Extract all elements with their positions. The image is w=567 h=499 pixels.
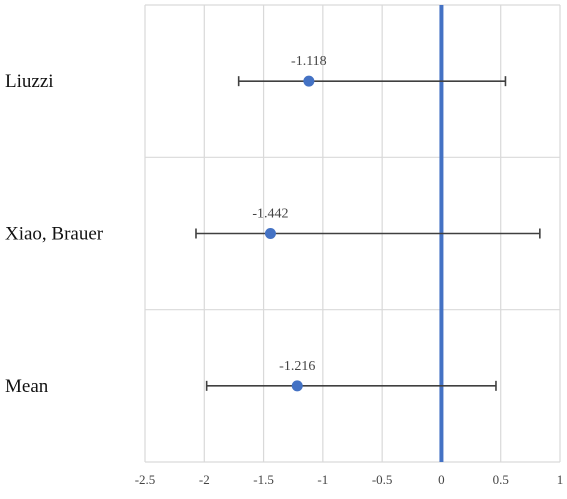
estimate-label: -1.442	[252, 207, 288, 222]
estimate-point	[264, 228, 276, 239]
estimate-point	[303, 75, 315, 87]
x-tick-label: 0.5	[493, 472, 509, 487]
x-tick-label: -0.5	[372, 472, 393, 487]
x-tick-label: -2	[199, 472, 210, 487]
row-label: Mean	[5, 376, 49, 397]
estimate-label: -1.118	[291, 54, 327, 69]
x-tick-label: -1.5	[253, 472, 274, 487]
x-tick-label: 0	[438, 472, 445, 487]
x-tick-label: -2.5	[135, 472, 156, 487]
estimate-point	[291, 380, 303, 392]
x-tick-label: -1	[317, 472, 328, 487]
row-label: Xiao, Brauer	[5, 224, 104, 245]
row-label: Liuzzi	[5, 71, 54, 92]
estimate-label: -1.216	[279, 359, 315, 374]
x-tick-label: 1	[557, 472, 564, 487]
